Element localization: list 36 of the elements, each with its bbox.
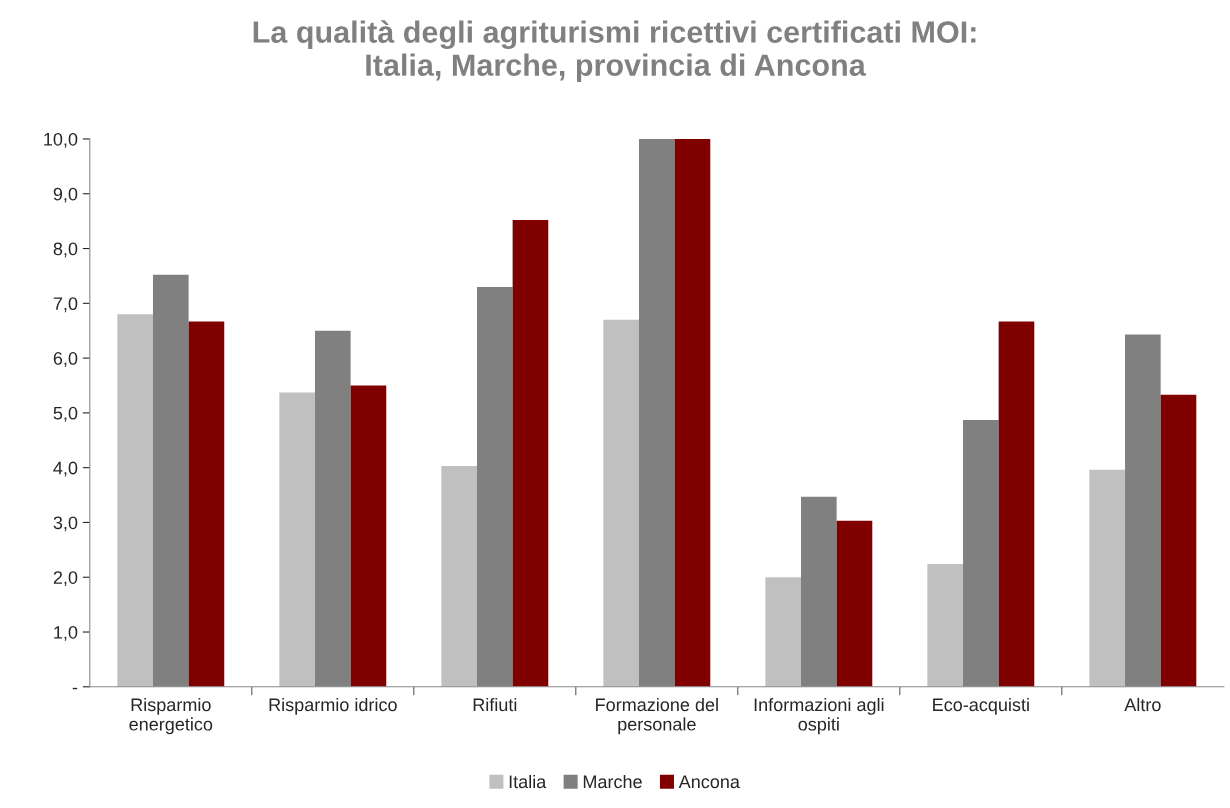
legend-label: Italia xyxy=(509,774,547,789)
y-tick-label: 9,0 xyxy=(53,187,78,203)
y-tick-label: 3,0 xyxy=(53,516,78,532)
y-tick-label: 10,0 xyxy=(44,132,78,148)
bar xyxy=(441,466,477,687)
y-tick-label: 4,0 xyxy=(53,461,78,477)
x-tick-label: Risparmio energetico xyxy=(129,697,213,735)
y-tick-label: 7,0 xyxy=(53,297,78,313)
x-tick-label: Informazioni agli ospiti xyxy=(754,697,884,735)
x-tick-label: Formazione del personale xyxy=(596,697,718,735)
legend-label: Ancona xyxy=(678,775,740,789)
bar xyxy=(765,577,802,687)
bar xyxy=(603,319,639,687)
bar xyxy=(1160,394,1197,687)
bar xyxy=(188,321,225,687)
legend-label: Marche xyxy=(583,774,642,789)
bar xyxy=(927,564,964,687)
x-tick-label: Rifiuti xyxy=(473,697,517,712)
bar xyxy=(512,220,549,687)
y-tick-label: 6,0 xyxy=(53,352,78,367)
y-tick-label: - xyxy=(72,687,78,690)
bar xyxy=(836,520,873,687)
y-tick-label: 2,0 xyxy=(53,571,78,587)
y-tick-label: 1,0 xyxy=(54,625,78,641)
y-tick-label: 5,0 xyxy=(53,406,78,422)
bar xyxy=(998,321,1035,687)
y-tick-label: 8,0 xyxy=(53,242,78,258)
bar xyxy=(279,392,315,687)
x-tick-label: Risparmio idrico xyxy=(269,697,397,715)
bar xyxy=(1089,469,1126,687)
x-tick-label: Altro xyxy=(1124,697,1161,712)
bar xyxy=(117,314,153,687)
bar xyxy=(674,138,711,687)
bar xyxy=(350,385,387,687)
chart-title: La qualità degli agriturismi ricettivi certificati MOI: Italia, Marche, provincia di Ancona xyxy=(253,20,976,82)
x-tick-label: Eco-acquisti xyxy=(933,697,1029,715)
